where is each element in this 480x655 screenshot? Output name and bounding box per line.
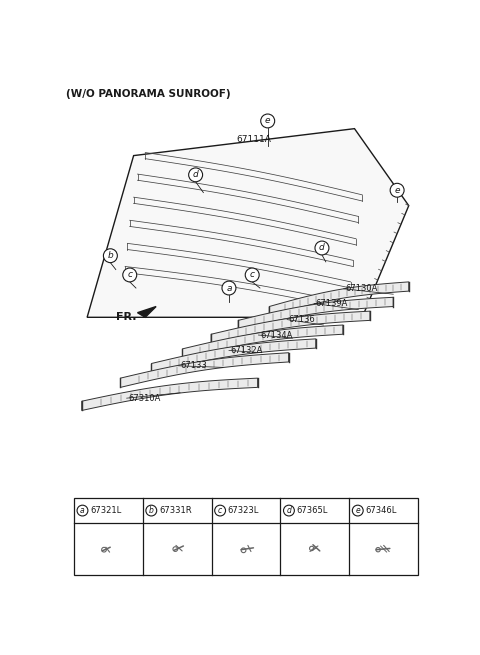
Text: 67130A: 67130A — [345, 284, 378, 293]
Text: d: d — [319, 244, 325, 252]
Text: e: e — [265, 117, 270, 126]
Bar — [74, 498, 418, 575]
Circle shape — [245, 268, 259, 282]
Circle shape — [189, 168, 203, 182]
Text: (W/O PANORAMA SUNROOF): (W/O PANORAMA SUNROOF) — [66, 89, 231, 100]
Text: a: a — [80, 506, 85, 515]
Text: b: b — [108, 252, 113, 260]
Text: e: e — [395, 186, 400, 195]
Text: d: d — [287, 506, 291, 515]
Circle shape — [146, 505, 157, 516]
Text: FR.: FR. — [116, 312, 136, 322]
Polygon shape — [211, 311, 370, 343]
Text: c: c — [218, 506, 222, 515]
Circle shape — [222, 281, 236, 295]
Text: 67136: 67136 — [288, 315, 315, 324]
Polygon shape — [269, 282, 409, 316]
Polygon shape — [120, 353, 288, 387]
Text: 67134A: 67134A — [260, 331, 292, 339]
Polygon shape — [137, 307, 156, 317]
Text: 67331R: 67331R — [159, 506, 192, 515]
Text: 67133: 67133 — [180, 362, 207, 370]
Circle shape — [123, 268, 137, 282]
Circle shape — [390, 183, 404, 197]
Polygon shape — [182, 325, 343, 358]
Polygon shape — [152, 339, 316, 373]
Text: 67132A: 67132A — [230, 346, 263, 355]
Circle shape — [315, 241, 329, 255]
Polygon shape — [238, 297, 393, 329]
Polygon shape — [87, 128, 409, 317]
Text: d: d — [193, 170, 199, 179]
Circle shape — [284, 505, 294, 516]
Text: 67346L: 67346L — [365, 506, 397, 515]
Circle shape — [261, 114, 275, 128]
Text: c: c — [250, 271, 255, 280]
Text: b: b — [149, 506, 154, 515]
Circle shape — [352, 505, 363, 516]
Text: 67139A: 67139A — [316, 299, 348, 308]
Text: 67321L: 67321L — [90, 506, 121, 515]
Text: a: a — [226, 284, 232, 293]
Polygon shape — [82, 378, 258, 411]
Text: e: e — [355, 506, 360, 515]
Circle shape — [103, 249, 117, 263]
Text: 67323L: 67323L — [228, 506, 259, 515]
Circle shape — [77, 505, 88, 516]
Text: 67310A: 67310A — [128, 394, 161, 403]
Circle shape — [215, 505, 226, 516]
Text: 67365L: 67365L — [297, 506, 328, 515]
Text: c: c — [127, 271, 132, 280]
Text: 67111A: 67111A — [236, 135, 271, 144]
